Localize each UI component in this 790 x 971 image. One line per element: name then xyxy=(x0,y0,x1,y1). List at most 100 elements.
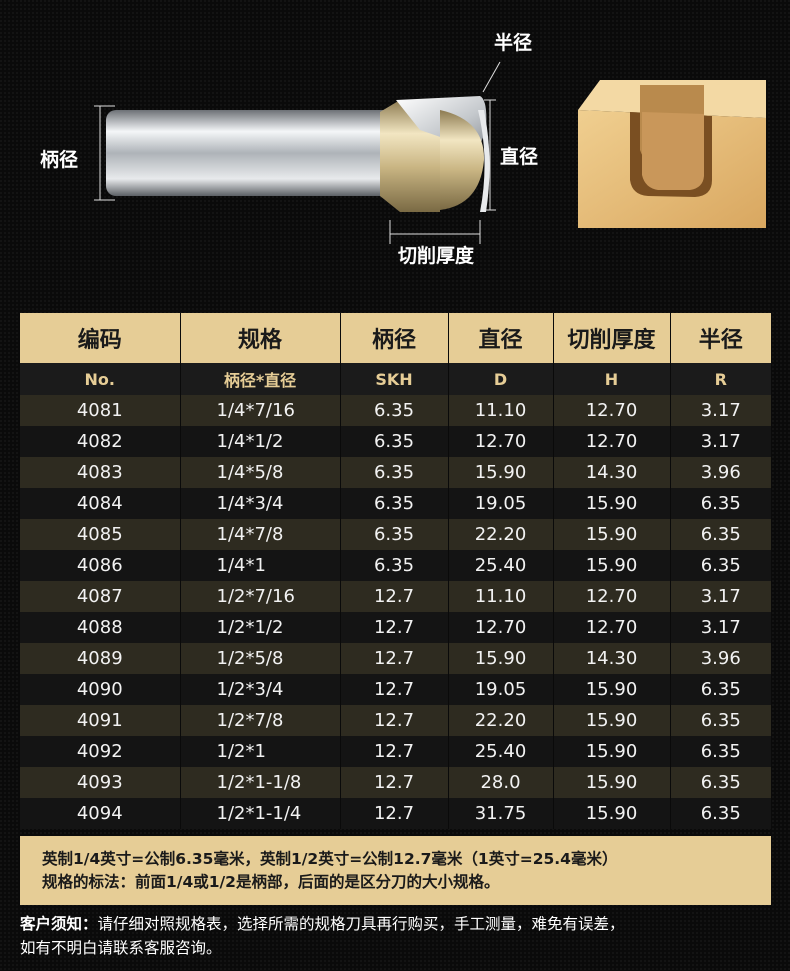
table-cell: 12.70 xyxy=(552,581,670,612)
table-cell: 12.70 xyxy=(447,612,553,643)
table-cell: 4091 xyxy=(20,705,180,736)
table-cell: 15.90 xyxy=(552,550,670,581)
table-cell: 4082 xyxy=(20,426,180,457)
table-cell: 4092 xyxy=(20,736,180,767)
table-cell: 6.35 xyxy=(669,767,771,798)
column-header: 半径 xyxy=(669,313,771,363)
table-cell: 12.7 xyxy=(339,767,448,798)
column-header: 直径 xyxy=(447,313,553,363)
table-cell: 6.35 xyxy=(339,550,448,581)
table-cell: 6.35 xyxy=(339,395,448,426)
table-cell: 15.90 xyxy=(552,767,670,798)
table-cell: 12.7 xyxy=(339,798,448,829)
column-subheader: SKH xyxy=(339,363,448,395)
table-row: 4091 1/2*7/8 12.7 22.20 15.90 6.35 xyxy=(20,705,771,736)
subheader-row: No. 柄径*直径 SKH D H R xyxy=(20,363,771,395)
table-cell: 4081 xyxy=(20,395,180,426)
table-cell: 15.90 xyxy=(552,488,670,519)
table-cell: 6.35 xyxy=(339,426,448,457)
table-cell: 1/2*5/8 xyxy=(179,643,340,674)
table-cell: 1/4*5/8 xyxy=(179,457,340,488)
table-cell: 14.30 xyxy=(552,643,670,674)
table-cell: 4088 xyxy=(20,612,180,643)
table-cell: 6.35 xyxy=(669,736,771,767)
diameter-label: 直径 xyxy=(500,146,539,168)
notice-line1: 请仔细对照规格表，选择所需的规格刀具再行购买，手工测量，难免有误差， xyxy=(97,915,625,933)
table-cell: 4090 xyxy=(20,674,180,705)
table-cell: 6.35 xyxy=(669,674,771,705)
table-cell: 3.17 xyxy=(669,426,771,457)
header-row: 编码 规格 柄径 直径 切削厚度 半径 xyxy=(20,313,771,363)
table-cell: 15.90 xyxy=(552,674,670,705)
table-cell: 1/2*3/4 xyxy=(179,674,340,705)
table-cell: 31.75 xyxy=(447,798,553,829)
table-cell: 6.35 xyxy=(339,488,448,519)
table-row: 4094 1/2*1-1/4 12.7 31.75 15.90 6.35 xyxy=(20,798,771,829)
table-cell: 15.90 xyxy=(552,736,670,767)
spec-table: 编码 规格 柄径 直径 切削厚度 半径 No. 柄径*直径 SKH D H R 4081 1/4*7/… xyxy=(20,313,771,829)
table-cell: 15.90 xyxy=(552,798,670,829)
table-cell: 1/2*1/2 xyxy=(179,612,340,643)
table-cell: 14.30 xyxy=(552,457,670,488)
table-cell: 25.40 xyxy=(447,736,553,767)
column-header: 规格 xyxy=(179,313,340,363)
table-row: 4088 1/2*1/2 12.7 12.70 12.70 3.17 xyxy=(20,612,771,643)
customer-notice: 客户须知：请仔细对照规格表，选择所需的规格刀具再行购买，手工测量，难免有误差， … xyxy=(20,912,780,960)
table-cell: 15.90 xyxy=(447,643,553,674)
table-row: 4090 1/2*3/4 12.7 19.05 15.90 6.35 xyxy=(20,674,771,705)
table-row: 4084 1/4*3/4 6.35 19.05 15.90 6.35 xyxy=(20,488,771,519)
shank-dimension-line xyxy=(94,61,501,244)
table-cell: 4083 xyxy=(20,457,180,488)
wood-block xyxy=(578,80,766,228)
notice-title: 客户须知： xyxy=(20,915,98,933)
table-cell: 12.70 xyxy=(447,426,553,457)
table-cell: 6.35 xyxy=(669,705,771,736)
table-cell: 4086 xyxy=(20,550,180,581)
table-cell: 6.35 xyxy=(669,798,771,829)
table-row: 4083 1/4*5/8 6.35 15.90 14.30 3.96 xyxy=(20,457,771,488)
table-cell: 15.90 xyxy=(447,457,553,488)
shank xyxy=(106,110,396,196)
table-cell: 1/2*7/8 xyxy=(179,705,340,736)
table-cell: 6.35 xyxy=(669,488,771,519)
table-row: 4089 1/2*5/8 12.7 15.90 14.30 3.96 xyxy=(20,643,771,674)
table-cell: 19.05 xyxy=(447,488,553,519)
table-cell: 12.70 xyxy=(552,395,670,426)
table-row: 4081 1/4*7/16 6.35 11.10 12.70 3.17 xyxy=(20,395,771,426)
router-bit-illustration xyxy=(94,61,766,244)
table-cell: 12.7 xyxy=(339,736,448,767)
table-cell: 12.7 xyxy=(339,581,448,612)
column-header: 柄径 xyxy=(339,313,448,363)
table-row: 4086 1/4*1 6.35 25.40 15.90 6.35 xyxy=(20,550,771,581)
table-cell: 11.10 xyxy=(447,581,553,612)
table-cell: 12.70 xyxy=(552,612,670,643)
table-cell: 25.40 xyxy=(447,550,553,581)
table-cell: 1/2*1-1/4 xyxy=(179,798,340,829)
unit-note-line2: 规格的标法：前面1/4或1/2是柄部，后面的是区分刀的大小规格。 xyxy=(42,873,500,891)
table-cell: 3.17 xyxy=(669,395,771,426)
table-cell: 1/4*7/8 xyxy=(179,519,340,550)
table-cell: 1/4*3/4 xyxy=(179,488,340,519)
table-cell: 1/4*1/2 xyxy=(179,426,340,457)
table-cell: 12.7 xyxy=(339,705,448,736)
table-cell: 6.35 xyxy=(669,519,771,550)
table-cell: 1/2*1 xyxy=(179,736,340,767)
table-cell: 3.17 xyxy=(669,581,771,612)
table-cell: 4084 xyxy=(20,488,180,519)
cut-height-label: 切削厚度 xyxy=(398,245,475,267)
table-cell: 12.7 xyxy=(339,643,448,674)
table-cell: 12.70 xyxy=(552,426,670,457)
table-cell: 3.96 xyxy=(669,643,771,674)
table-cell: 22.20 xyxy=(447,519,553,550)
table-cell: 1/2*7/16 xyxy=(179,581,340,612)
table-cell: 6.35 xyxy=(339,457,448,488)
table-row: 4092 1/2*1 12.7 25.40 15.90 6.35 xyxy=(20,736,771,767)
table-row: 4085 1/4*7/8 6.35 22.20 15.90 6.35 xyxy=(20,519,771,550)
table-row: 4082 1/4*1/2 6.35 12.70 12.70 3.17 xyxy=(20,426,771,457)
table-cell: 4093 xyxy=(20,767,180,798)
column-subheader: R xyxy=(669,363,771,395)
table-cell: 4087 xyxy=(20,581,180,612)
column-header: 编码 xyxy=(20,313,180,363)
table-cell: 28.0 xyxy=(447,767,553,798)
